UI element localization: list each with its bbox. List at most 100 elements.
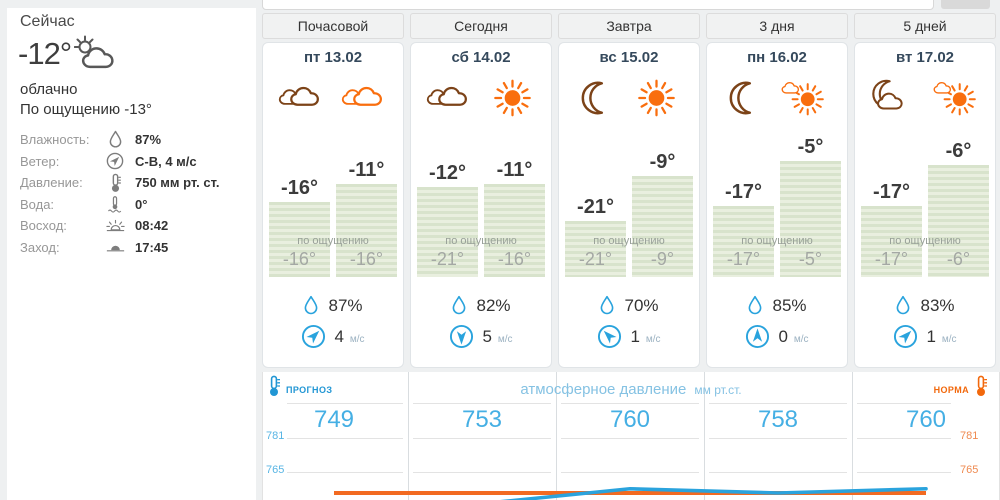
water-temperature-icon (102, 195, 128, 213)
day-card-fri[interactable]: пт 13.02 -16° -11° по ощущению -16° -16°… (262, 42, 404, 368)
night-temp: -21° (577, 196, 614, 218)
gridline (709, 403, 847, 404)
moon-icon (581, 81, 603, 115)
day-temp-bar (632, 176, 693, 277)
tab-hourly[interactable]: Почасовой (262, 13, 404, 39)
pressure-title: атмосферное давление мм рт.ст. (263, 381, 999, 399)
norm-legend: НОРМА (934, 374, 989, 398)
axis-tick-left: 765 (266, 464, 285, 476)
humidity-row: 82% (411, 295, 551, 316)
tab-tomorrow[interactable]: Завтра (558, 13, 700, 39)
topbar-button[interactable] (941, 0, 990, 9)
column-separator (852, 372, 853, 500)
detail-label: Влажность: (20, 132, 90, 148)
feels-day-temp: -16° (497, 249, 532, 269)
wind-row: 1 м/с (855, 324, 995, 349)
pressure-title-text: атмосферное давление (520, 381, 687, 398)
droplet-icon (897, 295, 910, 315)
day-temp-bar (780, 161, 841, 277)
detail-value: 17:45 (135, 239, 169, 255)
detail-label: Заход: (20, 239, 60, 255)
humidity-row: 83% (855, 295, 995, 316)
droplet-icon (749, 295, 762, 315)
wind-direction-icon (598, 324, 622, 349)
wind-row: 4 м/с (263, 324, 403, 349)
wind-unit: м/с (645, 334, 661, 345)
pressure-value: 760 (905, 406, 947, 433)
axis-tick-right: 781 (960, 430, 979, 442)
gridline (857, 472, 951, 473)
day-card-sun[interactable]: вс 15.02 -21° -9° по ощущению -21° -9° 7… (558, 42, 700, 368)
day-temp: -5° (797, 136, 824, 158)
humidity-row: 87% (263, 295, 403, 316)
feels-caption: по ощущению (889, 235, 961, 247)
sunset-icon (102, 242, 128, 253)
night-temp-bar (565, 221, 626, 277)
night-temp-bar (417, 187, 478, 277)
detail-row-water: Вода: 0° (20, 194, 248, 216)
gridline (287, 403, 403, 404)
current-weather-sidebar: Сейчас -12° облачно По ощущению -13° Вла… (7, 8, 256, 500)
column-separator (704, 372, 705, 500)
detail-row-sunset: Заход: 17:45 (20, 237, 248, 259)
humidity-droplet-icon (102, 130, 128, 149)
day-card-tue[interactable]: вт 17.02 -17° -6° по ощущению -17° -6° 8… (854, 42, 996, 368)
gridline (413, 472, 551, 473)
day-card-mon[interactable]: пн 16.02 -17° -5° по ощущению -17° -5° 8… (706, 42, 848, 368)
axis-tick-left: 781 (266, 430, 285, 442)
wind-unit: м/с (349, 334, 365, 345)
day-date: пт 13.02 (303, 49, 363, 66)
night-temp: -12° (429, 162, 466, 185)
weather-icons (263, 73, 403, 123)
feels-night-temp: -17° (874, 249, 909, 269)
wind-direction-icon (746, 324, 770, 349)
gridline (413, 403, 551, 404)
sun-behind-cloud-icon (74, 35, 114, 69)
current-conditions: -12° (18, 35, 120, 73)
tab-5days[interactable]: 5 дней (854, 13, 996, 39)
wind-unit: м/с (497, 334, 513, 345)
detail-label: Вода: (20, 196, 55, 212)
day-temp: -11° (496, 158, 533, 181)
day-date: сб 14.02 (451, 49, 511, 66)
wind-row: 0 м/с (707, 324, 847, 349)
gridline (561, 472, 699, 473)
droplet-icon (453, 295, 466, 315)
moon-with-cloud-icon (872, 79, 903, 110)
search-bar[interactable] (262, 0, 934, 10)
column-separator (408, 372, 409, 500)
tab-3days[interactable]: 3 дня (706, 13, 848, 39)
day-temp: -11° (348, 158, 385, 181)
gridline (413, 438, 551, 439)
night-temp: -17° (873, 181, 910, 203)
day-card-sat[interactable]: сб 14.02 -12° -11° по ощущению -21° -16°… (410, 42, 552, 368)
feels-caption: по ощущению (297, 235, 369, 247)
day-temp: -6° (945, 139, 972, 162)
norm-label: НОРМА (933, 385, 969, 395)
feels-caption: по ощущению (741, 235, 813, 247)
sun-icon (494, 79, 531, 117)
feels-night-temp: -16° (282, 249, 317, 269)
detail-row-humidity: Влажность: 87% (20, 129, 248, 151)
humidity-row: 70% (559, 295, 699, 316)
sun-icon (637, 79, 675, 117)
feels-night-temp: -17° (726, 249, 761, 269)
pressure-value: 760 (609, 406, 651, 433)
humidity-value: 85% (772, 295, 807, 315)
detail-value: 0° (135, 196, 148, 212)
feels-day-temp: -5° (798, 249, 823, 269)
moon-icon (729, 81, 751, 115)
forecast-line (500, 486, 928, 500)
pressure-value: 758 (757, 406, 799, 433)
wind-speed: 0 (778, 326, 788, 346)
wind-row: 1 м/с (559, 324, 699, 349)
detail-value: 87% (135, 132, 162, 148)
day-date: вс 15.02 (599, 49, 659, 66)
tab-today[interactable]: Сегодня (410, 13, 552, 39)
wind-row: 5 м/с (411, 324, 551, 349)
day-temp-bar (484, 183, 545, 277)
detail-row-pressure: Давление: 750 мм рт. ст. (20, 172, 248, 194)
gridline (857, 438, 951, 439)
feels-day-temp: -16° (349, 249, 384, 269)
